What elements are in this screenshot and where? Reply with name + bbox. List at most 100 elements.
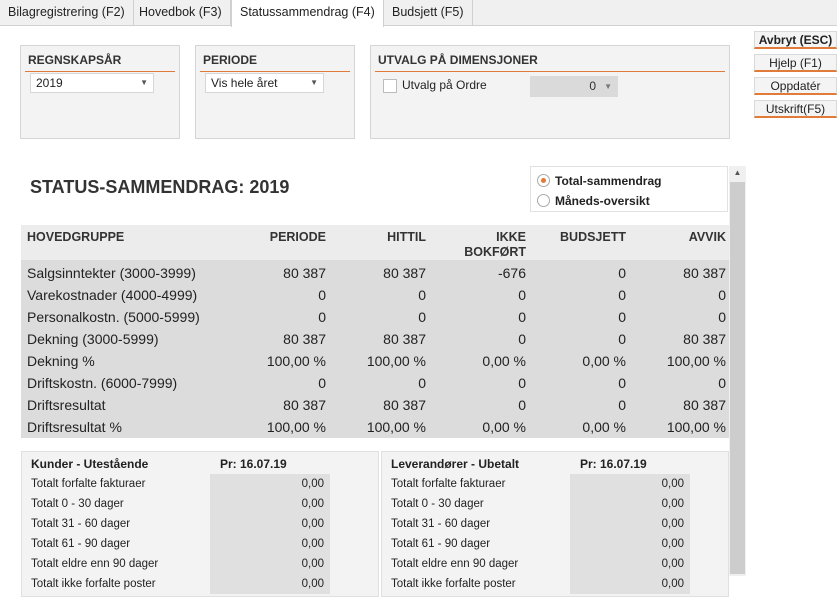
cell-budsjett: 0 xyxy=(618,265,626,281)
aging-label: Totalt ikke forfalte poster xyxy=(391,578,516,590)
cell-periode: 0 xyxy=(318,287,326,303)
view-options: Total-sammendrag Måneds-oversikt xyxy=(530,166,728,212)
aging-value: 0,00 xyxy=(210,574,330,594)
chevron-down-icon: ▼ xyxy=(604,82,612,91)
cell-periode: 80 387 xyxy=(283,397,326,413)
row-label: Salgsinntekter (3000-3999) xyxy=(27,265,196,281)
row-label: Dekning (3000-5999) xyxy=(27,331,159,347)
cell-hittil: 100,00 % xyxy=(366,419,426,435)
aging-value: 0,00 xyxy=(570,554,690,574)
customers-date: Pr: 16.07.19 xyxy=(220,457,287,471)
radio-unselected-icon xyxy=(537,194,550,207)
cell-budsjett: 0,00 % xyxy=(582,353,626,369)
cell-hittil: 80 387 xyxy=(383,265,426,281)
period-select[interactable]: Vis hele året ▼ xyxy=(205,73,324,93)
year-select[interactable]: 2019 ▼ xyxy=(30,73,154,93)
table-row: Personalkostn. (5000-5999) 0 0 0 0 0 xyxy=(21,306,729,328)
cell-avvik: 80 387 xyxy=(683,265,726,281)
divider xyxy=(375,71,725,72)
aging-label: Totalt 61 - 90 dager xyxy=(391,538,491,550)
summary-table: HOVEDGRUPPE PERIODE HITTIL IKKE BOKFØRT … xyxy=(21,225,729,438)
cell-budsjett: 0 xyxy=(618,375,626,391)
tab-hovedbok[interactable]: Hovedbok (F3) xyxy=(131,0,231,26)
cell-ikke: 0 xyxy=(518,375,526,391)
refresh-button[interactable]: Oppdatér xyxy=(754,77,837,95)
header-periode: PERIODE xyxy=(269,230,326,244)
aging-value: 0,00 xyxy=(210,494,330,514)
order-checkbox-label: Utvalg på Ordre xyxy=(402,78,487,92)
cell-periode: 100,00 % xyxy=(266,419,326,435)
scroll-thumb[interactable] xyxy=(730,182,745,574)
cell-avvik: 0 xyxy=(718,375,726,391)
tab-budsjett[interactable]: Budsjett (F5) xyxy=(384,0,473,26)
table-row: Varekostnader (4000-4999) 0 0 0 0 0 xyxy=(21,284,729,306)
cell-budsjett: 0 xyxy=(618,397,626,413)
row-label: Driftsresultat xyxy=(27,397,106,413)
order-value: 0 xyxy=(589,79,596,93)
period-title: PERIODE xyxy=(203,53,258,67)
cell-hittil: 0 xyxy=(418,309,426,325)
dimensions-title: UTVALG PÅ DIMENSJONER xyxy=(378,53,538,67)
table-row: Dekning % 100,00 % 100,00 % 0,00 % 0,00 % 100… xyxy=(21,350,729,372)
dimensions-panel: UTVALG PÅ DIMENSJONER Utvalg på Ordre 0 … xyxy=(370,45,730,139)
cell-avvik: 80 387 xyxy=(683,331,726,347)
aging-value: 0,00 xyxy=(570,534,690,554)
scroll-up-icon[interactable]: ▲ xyxy=(733,168,742,177)
cell-budsjett: 0,00 % xyxy=(582,419,626,435)
aging-value: 0,00 xyxy=(210,554,330,574)
cell-avvik: 80 387 xyxy=(683,397,726,413)
cell-hittil: 100,00 % xyxy=(366,353,426,369)
row-label: Dekning % xyxy=(27,353,95,369)
radio-monthly[interactable]: Måneds-oversikt xyxy=(537,192,650,210)
chevron-down-icon: ▼ xyxy=(140,78,148,87)
cancel-button[interactable]: Avbryt (ESC) xyxy=(754,31,837,49)
cell-budsjett: 0 xyxy=(618,287,626,303)
customers-heading: Kunder - Utestående xyxy=(31,457,149,471)
table-row: Dekning (3000-5999) 80 387 80 387 0 0 80 387 xyxy=(21,328,729,350)
cell-ikke: 0 xyxy=(518,287,526,303)
radio-monthly-label: Måneds-oversikt xyxy=(555,194,650,208)
cell-periode: 80 387 xyxy=(283,331,326,347)
cell-periode: 100,00 % xyxy=(266,353,326,369)
aging-label: Totalt 0 - 30 dager xyxy=(31,498,124,510)
vertical-scrollbar[interactable]: ▲ xyxy=(729,166,746,576)
cell-avvik: 100,00 % xyxy=(666,419,726,435)
aging-value: 0,00 xyxy=(570,474,690,494)
tab-statussammendrag[interactable]: Statussammendrag (F4) xyxy=(231,0,384,27)
aging-value: 0,00 xyxy=(570,574,690,594)
order-select[interactable]: 0 ▼ xyxy=(530,76,618,97)
suppliers-date: Pr: 16.07.19 xyxy=(580,457,647,471)
chevron-down-icon: ▼ xyxy=(310,78,318,87)
cell-ikke: 0,00 % xyxy=(482,419,526,435)
cell-avvik: 0 xyxy=(718,309,726,325)
header-avvik: AVVIK xyxy=(688,230,726,244)
aging-label: Totalt ikke forfalte poster xyxy=(31,578,156,590)
print-button[interactable]: Utskrift(F5) xyxy=(754,100,837,118)
aging-value: 0,00 xyxy=(210,514,330,534)
header-hovedgruppe: HOVEDGRUPPE xyxy=(27,230,125,244)
cell-ikke: -676 xyxy=(497,265,526,281)
help-button[interactable]: Hjelp (F1) xyxy=(754,54,837,72)
radio-total[interactable]: Total-sammendrag xyxy=(537,172,661,190)
aging-label: Totalt forfalte fakturaer xyxy=(31,478,146,490)
divider xyxy=(25,71,175,72)
order-checkbox[interactable] xyxy=(383,79,397,93)
tab-bilagregistrering[interactable]: Bilagregistrering (F2) xyxy=(0,0,134,26)
cell-hittil: 0 xyxy=(418,375,426,391)
cell-ikke: 0,00 % xyxy=(482,353,526,369)
divider xyxy=(200,71,350,72)
aging-label: Totalt 61 - 90 dager xyxy=(31,538,131,550)
cell-avvik: 0 xyxy=(718,287,726,303)
cell-periode: 80 387 xyxy=(283,265,326,281)
summary-header: HOVEDGRUPPE PERIODE HITTIL IKKE BOKFØRT … xyxy=(21,225,729,260)
radio-selected-icon xyxy=(537,174,550,187)
page-title: STATUS-SAMMENDRAG: 2019 xyxy=(30,177,290,197)
year-title: REGNSKAPSÅR xyxy=(28,53,122,67)
table-row: Driftsresultat % 100,00 % 100,00 % 0,00 % 0,… xyxy=(21,416,729,438)
radio-total-label: Total-sammendrag xyxy=(555,174,662,188)
aging-label: Totalt eldre enn 90 dager xyxy=(31,558,159,570)
period-value: Vis hele året xyxy=(211,76,278,90)
cell-budsjett: 0 xyxy=(618,331,626,347)
tab-strip: Bilagregistrering (F2) Hovedbok (F3) Sta… xyxy=(0,0,837,27)
table-row: Driftsresultat 80 387 80 387 0 0 80 387 xyxy=(21,394,729,416)
